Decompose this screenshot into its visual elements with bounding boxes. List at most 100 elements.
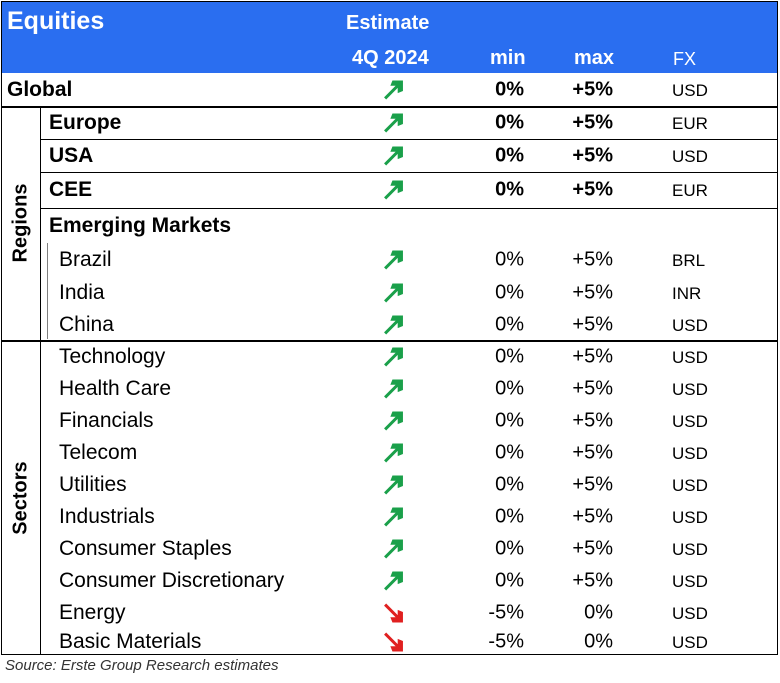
table-row: USA 0% +5% USD [2,139,777,172]
row-label: Utilities [59,473,127,496]
trend-up-arrow-icon [384,507,403,527]
max-value: +5% [572,505,613,528]
table-row: Consumer Discretionary 0% +5% USD [2,565,777,597]
source-note: Source: Erste Group Research estimates [5,657,279,674]
fx-currency: USD [672,633,708,652]
fx-currency: EUR [672,113,708,133]
trend-up-arrow-icon [384,80,403,99]
min-value: 0% [495,248,524,270]
table-row: Energy -5% 0% USD [2,597,777,629]
min-value: 0% [495,377,524,400]
fx-currency: USD [672,508,708,527]
table-row: Industrials 0% +5% USD [2,501,777,533]
table-row: Technology 0% +5% USD [2,340,777,373]
min-value: 0% [495,569,524,592]
max-value: 0% [584,630,613,653]
max-value: +5% [572,377,613,400]
min-value: 0% [495,313,524,335]
fx-currency: USD [672,80,708,100]
fx-currency: USD [672,380,708,399]
fx-currency: BRL [672,250,706,270]
trend-up-arrow-icon [384,379,403,399]
row-label: Financials [59,409,154,432]
trend-up-arrow-icon [384,347,403,366]
table-row: India 0% +5% INR [2,276,777,309]
side-label-sectors: Sectors [9,461,32,535]
max-value: +5% [572,345,613,367]
row-label: India [59,280,105,304]
trend-down-arrow-icon [384,632,403,652]
trend-up-arrow-icon [384,180,403,200]
trend-up-arrow-icon [384,443,403,463]
fx-currency: USD [672,412,708,431]
max-value: +5% [572,281,613,303]
min-value: 0% [495,345,524,367]
side-label-regions: Regions [9,183,32,263]
min-value: 0% [495,178,524,201]
row-label: Global [7,77,73,101]
fx-currency: USD [672,572,708,591]
trend-up-arrow-icon [384,411,403,431]
row-label: China [59,312,114,336]
row-label: Basic Materials [59,630,202,653]
max-header: max [574,47,615,69]
trend-up-arrow-icon [384,283,403,302]
table-row: Telecom 0% +5% USD [2,437,777,469]
table-row: Brazil 0% +5% BRL [2,243,777,276]
max-value: +5% [572,111,613,133]
table-row: Emerging Markets [2,208,777,243]
divider-regions-sectors [2,340,777,342]
fx-header: FX [673,49,697,69]
max-value: +5% [572,248,613,270]
divider-europe [40,139,777,140]
table-row: China 0% +5% USD [2,309,777,340]
fx-currency: USD [672,540,708,559]
trend-up-arrow-icon [384,146,403,165]
table-row: Health Care 0% +5% USD [2,373,777,405]
max-value: +5% [572,78,613,100]
min-value: -5% [488,601,524,624]
table-title: Equities [7,7,105,35]
trend-up-arrow-icon [384,475,403,495]
row-label: Consumer Staples [59,537,232,560]
row-label: Telecom [59,441,138,464]
min-value: 0% [495,537,524,560]
fx-currency: USD [672,315,708,335]
row-label: Brazil [59,247,112,271]
table-header: Equities Estimate 4Q 2024 min max FX [2,2,777,73]
max-value: +5% [572,569,613,592]
table-row: Consumer Staples 0% +5% USD [2,533,777,565]
trend-up-arrow-icon [384,113,403,132]
row-label: Energy [59,601,126,624]
row-label: Industrials [59,505,155,528]
table-row: Europe 0% +5% EUR [2,106,777,139]
fx-currency: USD [672,444,708,463]
trend-up-arrow-icon [384,571,403,591]
min-value: 0% [495,144,524,166]
min-value: 0% [495,111,524,133]
period-header: 4Q 2024 [352,47,429,69]
max-value: +5% [572,441,613,464]
min-value: 0% [495,441,524,464]
min-value: 0% [495,505,524,528]
em-indent-line [47,243,48,339]
max-value: +5% [572,178,613,201]
min-value: 0% [495,409,524,432]
side-column-divider [40,106,41,654]
fx-currency: USD [672,347,708,367]
table-row: Basic Materials -5% 0% USD [2,629,777,654]
estimate-header: Estimate [346,12,430,34]
max-value: +5% [572,313,613,335]
min-value: -5% [488,630,524,653]
row-label: Europe [49,110,122,134]
max-value: 0% [584,601,613,624]
row-label: USA [49,143,94,167]
table-row: Financials 0% +5% USD [2,405,777,437]
table-row: Global 0% +5% USD [2,73,777,106]
trend-down-arrow-icon [384,603,403,623]
divider-usa [40,172,777,173]
max-value: +5% [572,537,613,560]
min-header: min [490,47,526,69]
trend-up-arrow-icon [384,250,403,269]
fx-currency: EUR [672,181,708,200]
